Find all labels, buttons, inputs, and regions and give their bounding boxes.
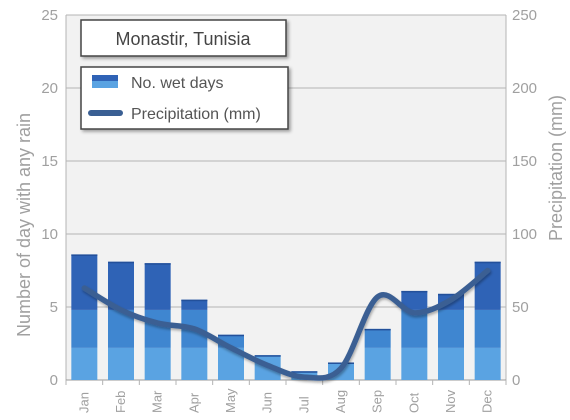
bar-band: [364, 347, 391, 380]
precipitation-line: [81, 267, 491, 381]
left-tick-label: 20: [41, 80, 58, 97]
bar-band: [438, 347, 464, 380]
bar-cap: [328, 362, 354, 364]
bar-oct: [401, 290, 428, 380]
precip-line-group: [81, 267, 491, 381]
bar-band: [181, 299, 208, 310]
month-label-oct: Oct: [406, 392, 421, 413]
bar-band: [144, 263, 171, 310]
bar-cap: [71, 254, 98, 256]
bar-band: [474, 309, 501, 348]
bar-feb: [108, 261, 134, 380]
bar-band: [364, 328, 391, 348]
bar-band: [401, 290, 428, 310]
bar-cap: [254, 355, 281, 357]
right-tick-label: 50: [512, 299, 529, 316]
left-tick-label: 5: [50, 299, 58, 316]
month-label-feb: Feb: [113, 391, 128, 413]
bar-cap: [144, 263, 171, 265]
bar-band: [181, 347, 208, 380]
month-label-nov: Nov: [443, 389, 458, 413]
bar-band: [474, 347, 501, 380]
month-label-mar: Mar: [150, 390, 165, 413]
left-tick-label: 0: [50, 372, 58, 389]
bar-band: [71, 254, 98, 310]
bar-cap: [218, 334, 244, 337]
bar-dec: [474, 261, 501, 380]
month-label-apr: Apr: [186, 392, 201, 413]
chart-title: Monastir, Tunisia: [115, 29, 251, 49]
legend: No. wet days Precipitation (mm): [80, 66, 289, 130]
bar-cap: [108, 261, 134, 264]
left-tick-label: 15: [41, 153, 58, 170]
bar-cap: [474, 261, 501, 264]
bar-band: [438, 309, 464, 348]
bar-apr: [181, 299, 208, 380]
bar-cap: [181, 299, 208, 302]
legend-swatch-wet-days: [92, 75, 118, 88]
right-axis-title: Precipitation (mm): [546, 95, 566, 241]
month-label-jun: Jun: [260, 392, 275, 413]
bar-mar: [144, 263, 171, 380]
bar-cap: [438, 293, 464, 296]
left-tick-label: 25: [41, 7, 58, 24]
bar-band: [108, 347, 134, 380]
bar-jan: [71, 254, 98, 380]
title-box: Monastir, Tunisia: [80, 19, 287, 57]
left-axis-title: Number of day with any rain: [14, 113, 34, 337]
bar-band: [401, 347, 428, 380]
month-label-sep: Sep: [370, 390, 385, 413]
legend-label-precipitation: Precipitation (mm): [131, 106, 261, 123]
bar-band: [71, 309, 98, 348]
right-tick-label: 250: [512, 7, 537, 24]
right-tick-label: 200: [512, 80, 537, 97]
bar-band: [108, 261, 134, 310]
legend-label-wet-days: No. wet days: [131, 75, 223, 92]
right-tick-label: 0: [512, 372, 520, 389]
month-label-dec: Dec: [480, 389, 495, 413]
left-tick-label: 10: [41, 226, 58, 243]
right-axis-ticks: 0 50 100 150 200 250: [512, 7, 537, 389]
month-label-aug: Aug: [333, 390, 348, 413]
bar-band: [71, 347, 98, 380]
bar-band: [401, 309, 428, 348]
bar-cap: [291, 371, 318, 373]
left-axis-ticks: 0 5 10 15 20 25: [41, 7, 58, 389]
bar-band: [144, 347, 171, 380]
bar-band: [144, 309, 171, 348]
right-tick-label: 100: [512, 226, 537, 243]
month-label-jan: Jan: [76, 392, 91, 413]
month-labels: Jan Feb Mar Apr May Jun Jul Aug Sep Oct Nov Dec: [76, 388, 494, 413]
bar-cap: [401, 290, 428, 293]
month-label-may: May: [223, 388, 238, 413]
bar-cap: [364, 328, 391, 331]
right-tick-label: 150: [512, 153, 537, 170]
month-label-jul: Jul: [296, 396, 311, 413]
bar-sep: [364, 328, 391, 380]
grid-lines: [65, 14, 507, 385]
